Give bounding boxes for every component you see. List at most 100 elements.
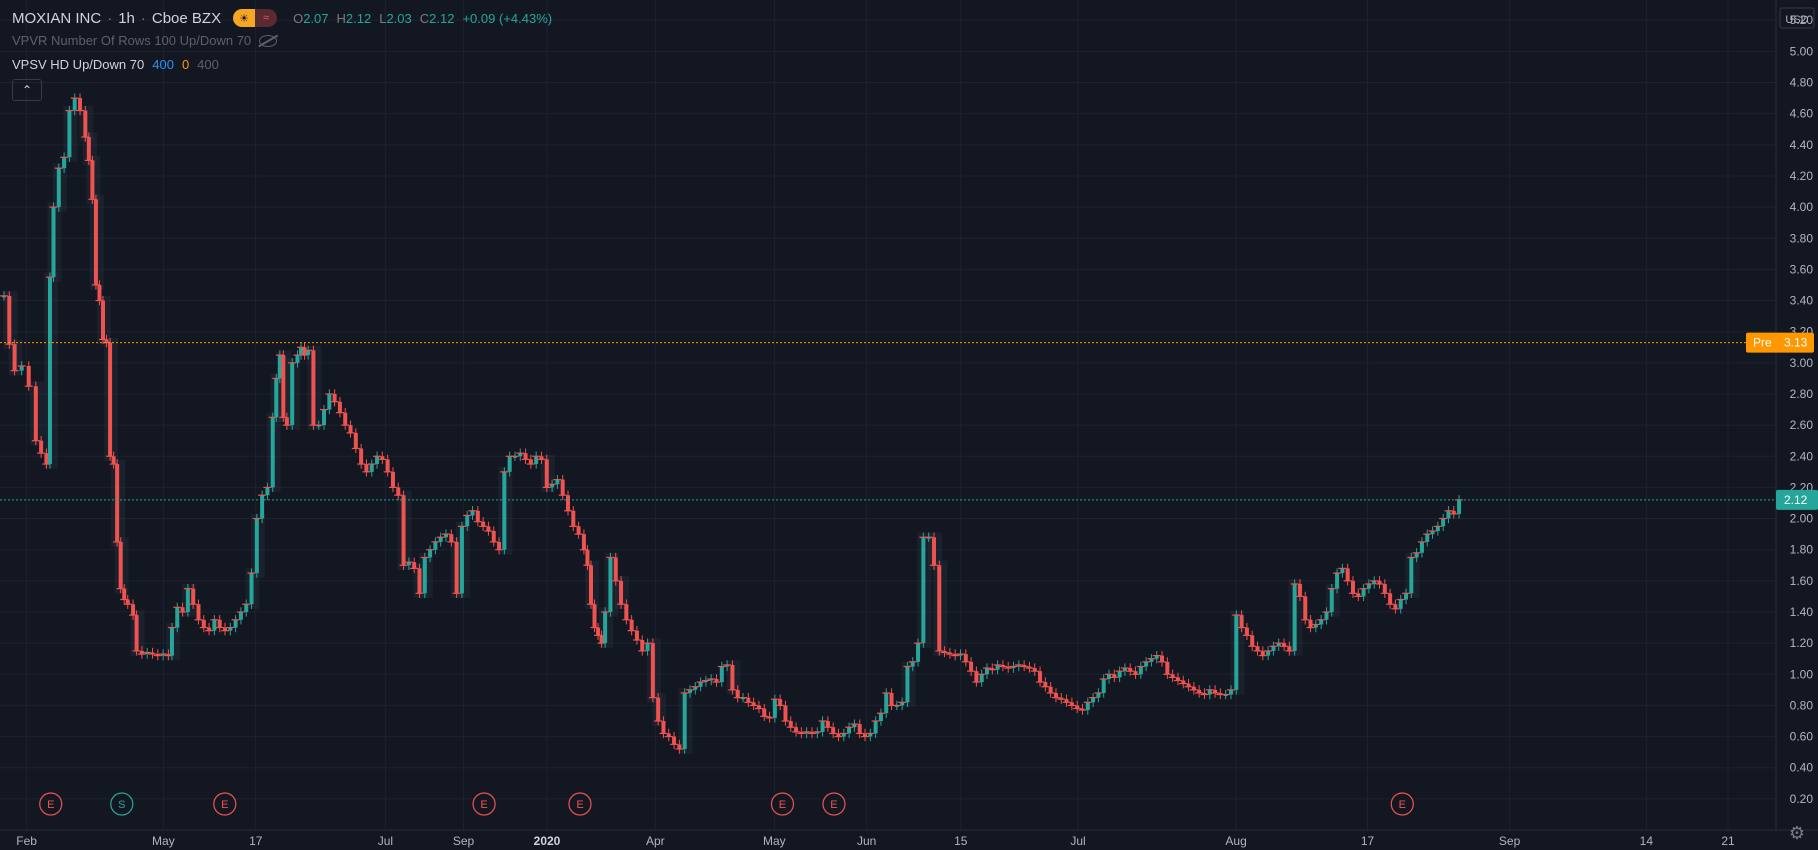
candle-body: [212, 619, 217, 631]
candle-body: [1218, 692, 1223, 695]
candle-body: [698, 682, 703, 687]
candle-body: [762, 708, 767, 717]
separator: ·: [107, 9, 113, 27]
y-tick-label: 3.80: [1790, 231, 1814, 245]
candle-body: [931, 537, 936, 566]
candle-body: [942, 650, 947, 653]
candle-body: [1303, 596, 1308, 620]
high-value: 2.12: [345, 10, 372, 26]
candle-body: [12, 344, 17, 371]
event-marker-e[interactable]: E: [213, 792, 237, 816]
candle-body: [916, 643, 921, 662]
candle-body: [290, 362, 295, 426]
candle-body: [1032, 668, 1037, 672]
candle-body: [772, 699, 777, 718]
y-tick-label: 1.60: [1790, 574, 1814, 588]
candle-body: [534, 456, 539, 465]
candle-body: [449, 534, 454, 542]
y-tick-label: 1.40: [1790, 605, 1814, 619]
candle-body: [486, 526, 491, 532]
candle-body: [703, 680, 708, 683]
x-tick-label: Jun: [857, 834, 876, 848]
candle-body: [417, 568, 422, 594]
candle-body: [576, 526, 581, 535]
last-price-value: 2.12: [1784, 493, 1808, 507]
event-marker-e[interactable]: E: [39, 792, 63, 816]
candle-body: [799, 731, 804, 734]
candle-body: [820, 720, 825, 732]
candle-body: [1382, 583, 1387, 594]
x-tick-label: Aug: [1225, 834, 1246, 848]
settings-gear-icon[interactable]: ⚙: [1788, 823, 1806, 843]
candle-body: [905, 666, 910, 703]
candle-body: [348, 425, 353, 433]
candle-body: [228, 627, 233, 631]
collapse-chevron-icon[interactable]: ⌃: [12, 79, 42, 101]
candle-body: [1287, 646, 1292, 651]
candle-body: [265, 487, 270, 496]
candle-body: [332, 393, 337, 402]
candle-body: [1398, 599, 1403, 609]
event-marker-e[interactable]: E: [568, 792, 592, 816]
candle-body: [1361, 588, 1366, 597]
candle-body: [995, 664, 1000, 670]
event-marker-e[interactable]: E: [822, 792, 846, 816]
candle-body: [1160, 655, 1165, 662]
candle-body: [507, 456, 512, 472]
candle-body: [910, 661, 915, 667]
candle-body: [1329, 588, 1334, 612]
candle-body: [343, 412, 348, 426]
svg-text:E: E: [221, 799, 228, 811]
candle-body: [599, 635, 604, 644]
candle-body: [650, 643, 655, 698]
candle-body: [1175, 677, 1180, 681]
vpvr-indicator[interactable]: VPVR Number Of Rows 100 Up/Down 70: [12, 33, 278, 48]
candle-body: [735, 689, 740, 698]
candle-body: [369, 464, 374, 472]
x-tick-label: Jul: [1070, 834, 1085, 848]
market-closed-icon[interactable]: ☀ ≈: [233, 9, 278, 27]
candle-body: [1244, 627, 1249, 636]
candle-body: [1107, 674, 1111, 679]
candle-body: [111, 456, 116, 465]
x-tick-label: May: [763, 834, 786, 848]
candle-body: [353, 432, 358, 449]
candle-body: [284, 417, 289, 426]
ohlc-values: O2.07 H2.12 L2.03 C2.12 +0.09 (+4.43%): [293, 10, 553, 26]
candle-body: [1138, 666, 1143, 675]
candle-body: [233, 619, 238, 628]
y-tick-label: 4.20: [1790, 169, 1814, 183]
candle-body: [161, 654, 166, 656]
y-tick-label: 0.20: [1790, 792, 1814, 806]
open-value: 2.07: [303, 10, 329, 26]
vpsv-indicator[interactable]: VPSV HD Up/Down 70 400 0 400: [12, 57, 219, 72]
candle-body: [295, 355, 300, 363]
event-marker-e[interactable]: E: [1390, 792, 1414, 816]
candle-body: [1324, 611, 1329, 620]
candle-body: [1393, 604, 1398, 609]
candle-body: [1154, 655, 1159, 659]
candle-body: [672, 736, 677, 745]
symbol-name[interactable]: MOXIAN INC: [12, 9, 102, 27]
candle-body: [974, 671, 979, 683]
candle-body: [565, 495, 570, 511]
event-marker-e[interactable]: E: [770, 792, 795, 816]
svg-text:E: E: [480, 799, 487, 811]
y-tick-label: 3.60: [1790, 262, 1814, 276]
candle-body: [873, 720, 878, 734]
candle-body: [101, 300, 106, 340]
candle-body: [953, 654, 958, 656]
event-marker-s[interactable]: S: [110, 792, 134, 816]
candle-body: [491, 531, 496, 542]
chart-legend: MOXIAN INC · 1h · Cboe BZX ☀ ≈ O2.07 H2.1…: [12, 9, 560, 27]
hide-eye-icon[interactable]: [259, 34, 278, 47]
svg-text:E: E: [47, 799, 54, 811]
candle-body: [581, 534, 586, 550]
candle-body: [277, 355, 282, 379]
candle-body: [115, 464, 120, 542]
interval[interactable]: 1h: [118, 9, 135, 27]
candle-body: [1446, 510, 1451, 519]
event-marker-e[interactable]: E: [472, 792, 496, 816]
last-price-tag: 2.12: [1776, 489, 1818, 510]
